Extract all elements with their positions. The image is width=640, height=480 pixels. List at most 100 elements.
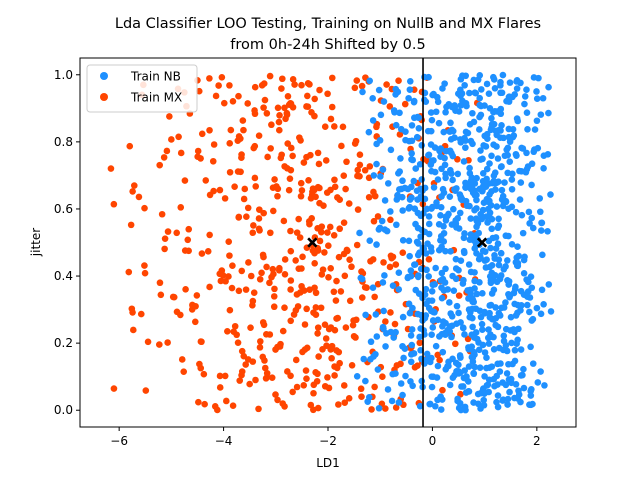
data-point (340, 382, 348, 389)
data-point (508, 339, 515, 347)
legend-box (86, 64, 198, 113)
data-point (466, 164, 473, 172)
data-point (471, 206, 478, 214)
data-point (328, 103, 336, 111)
data-point (316, 237, 324, 245)
data-point (498, 89, 506, 97)
data-point (428, 297, 436, 304)
data-point (444, 286, 452, 293)
data-point (473, 290, 481, 298)
data-point (472, 215, 480, 223)
data-point (498, 186, 506, 194)
data-point (216, 384, 224, 391)
data-point (252, 376, 259, 384)
data-point (303, 305, 310, 313)
data-point (327, 186, 334, 194)
data-point (480, 396, 487, 404)
data-point (497, 82, 504, 89)
data-point (438, 284, 445, 291)
data-point (437, 212, 444, 219)
data-point (110, 200, 118, 208)
data-point (405, 94, 412, 102)
data-point (184, 236, 192, 244)
data-point (235, 287, 243, 295)
data-point (476, 94, 483, 102)
data-point (351, 84, 359, 92)
data-point (486, 105, 494, 112)
data-point (229, 402, 237, 410)
data-point (425, 73, 432, 81)
data-point (259, 251, 267, 259)
data-point (325, 242, 332, 250)
data-point (442, 247, 449, 255)
data-point (272, 391, 279, 398)
data-point (266, 72, 274, 80)
data-point (196, 360, 203, 368)
data-point (491, 179, 499, 187)
data-point (304, 92, 311, 100)
data-point (495, 261, 503, 269)
data-point (482, 213, 490, 221)
data-point (511, 91, 519, 98)
data-point (180, 368, 188, 375)
data-point (356, 151, 364, 158)
data-point (286, 175, 294, 182)
data-point (340, 219, 348, 226)
data-point (161, 245, 168, 253)
data-point (289, 388, 296, 396)
data-point (258, 269, 265, 277)
data-point (449, 152, 457, 160)
data-point (311, 284, 318, 292)
data-point (438, 396, 446, 403)
data-point (299, 253, 306, 261)
data-point (461, 331, 468, 338)
data-point (525, 208, 533, 216)
data-point (465, 363, 473, 370)
y-tick-label: 0.0 (54, 403, 73, 417)
data-point (545, 109, 552, 117)
legend-marker-train-mx (100, 93, 108, 101)
data-point (536, 208, 544, 216)
data-point (484, 381, 492, 389)
data-point (502, 299, 509, 306)
data-point (331, 363, 338, 370)
data-point (399, 177, 406, 185)
data-point (359, 88, 366, 96)
data-point (408, 194, 415, 201)
data-point (547, 191, 554, 198)
data-point (292, 356, 300, 364)
data-point (380, 259, 387, 266)
data-point (365, 128, 373, 136)
data-point (492, 315, 500, 322)
data-point (243, 213, 250, 221)
data-point (483, 354, 490, 362)
data-point (490, 141, 497, 148)
data-point (292, 257, 299, 264)
x-axis-label: LD1 (316, 456, 340, 470)
data-point (353, 77, 361, 84)
data-point (301, 346, 309, 353)
data-point (370, 188, 377, 196)
data-point (331, 183, 339, 191)
data-point (393, 362, 401, 369)
data-point (339, 123, 347, 131)
data-point (378, 217, 386, 225)
data-point (454, 395, 461, 403)
data-point (356, 229, 363, 237)
data-point (396, 109, 403, 117)
data-point (228, 284, 236, 292)
data-point (445, 362, 452, 370)
data-point (536, 195, 544, 202)
data-point (469, 314, 476, 322)
data-point (311, 95, 319, 103)
data-point (489, 234, 497, 242)
data-point (335, 253, 343, 261)
data-point (297, 179, 305, 187)
data-point (494, 224, 502, 232)
data-point (422, 312, 430, 319)
data-point (485, 90, 493, 98)
data-point (312, 311, 320, 319)
data-point (529, 315, 537, 323)
data-point (470, 76, 478, 84)
data-point (516, 196, 524, 203)
